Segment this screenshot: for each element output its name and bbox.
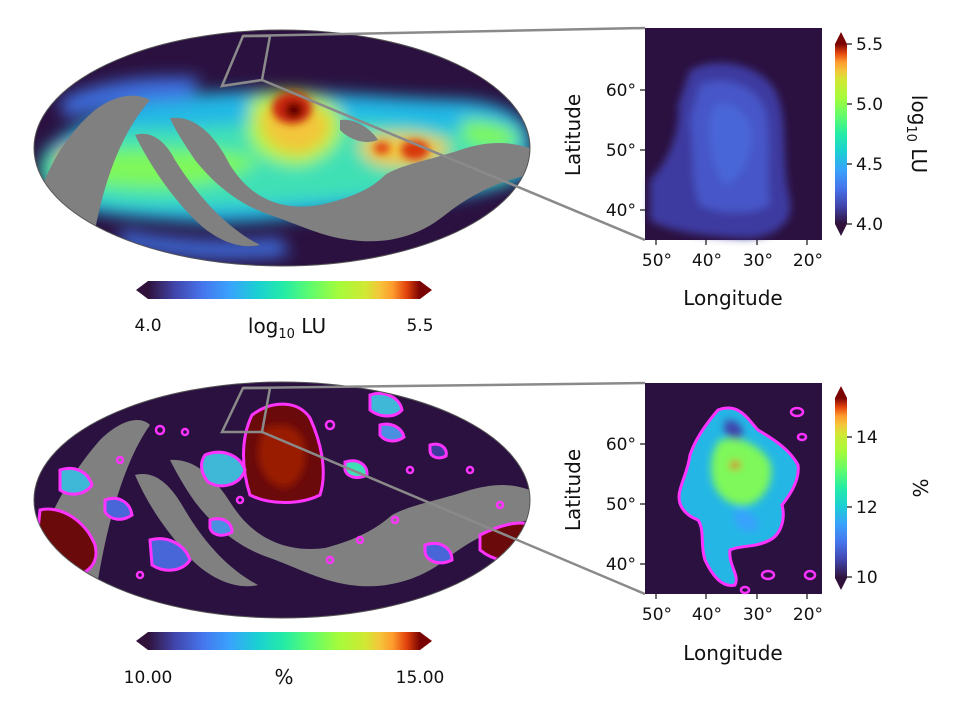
top-zoom-ytick-50: 50° (606, 141, 636, 161)
top-hcb-label: log10 LU (248, 314, 326, 342)
top-sky-map (33, 29, 531, 267)
top-vcb-gradient (835, 44, 847, 224)
top-vcb-tick-4.5: 4.5 (856, 155, 883, 175)
bottom-hcb-tick-max: 15.00 (396, 668, 445, 688)
top-map-outline (33, 29, 531, 267)
top-zoom-emission (650, 62, 791, 239)
bottom-zoom-panel: 60° 50° 40° 50° 40° 30° 20° Longitude La… (561, 383, 823, 665)
top-horizontal-colorbar: 4.0 5.5 log10 LU (134, 281, 434, 342)
bottom-zoom-patch (677, 406, 817, 595)
bottom-hcb-min-extend (136, 632, 148, 650)
bottom-zoom-xtick-50: 50° (642, 605, 672, 625)
bottom-zoom-xtick-40: 40° (692, 605, 722, 625)
bottom-hcb-tick-min: 10.00 (124, 668, 173, 688)
top-hcb-min-extend (136, 281, 148, 299)
bottom-zoom-ylabel: Latitude (561, 449, 585, 531)
bottom-zoom-ticks (640, 443, 808, 599)
bottom-vcb-gradient (835, 398, 847, 578)
top-zoom-xtick-40: 40° (692, 251, 722, 271)
top-zoom-panel: 60° 50° 40° 50° 40° 30° 20° Longitude La… (561, 28, 823, 310)
top-vcb-tick-5.0: 5.0 (856, 95, 883, 115)
top-zoom-ylabel: Latitude (561, 94, 585, 176)
top-hcb-gradient (148, 281, 420, 299)
bottom-vcb-tick-12: 12 (856, 498, 878, 518)
bottom-zoom-xtick-30: 30° (743, 605, 773, 625)
top-vcb-tick-4.0: 4.0 (856, 215, 883, 235)
bottom-map-outline (33, 381, 531, 619)
top-vcb-tick-5.5: 5.5 (856, 35, 883, 55)
bottom-vertical-colorbar: 14 12 10 % (835, 386, 932, 590)
top-vcb-max-extend (835, 32, 847, 44)
bottom-zoom-xlabel: Longitude (683, 641, 782, 665)
top-zoom-ytick-60: 60° (606, 81, 636, 101)
bottom-zoom-xtick-20: 20° (793, 605, 823, 625)
bottom-sky-map (33, 381, 531, 619)
top-hcb-tick-min: 4.0 (134, 316, 161, 336)
bottom-zoom-ytick-60: 60° (606, 435, 636, 455)
top-zoom-xtick-20: 20° (793, 251, 823, 271)
top-zoom-xlabel: Longitude (683, 286, 782, 310)
bottom-map-contour-specks (115, 419, 505, 580)
bottom-vcb-label: % (908, 478, 932, 497)
bottom-vcb-min-extend (835, 578, 847, 590)
top-zoom-xtick-50: 50° (642, 251, 672, 271)
bottom-connector-lines (242, 381, 646, 596)
bottom-vcb-tick-14: 14 (856, 428, 878, 448)
bottom-zoom-ytick-40: 40° (606, 555, 636, 575)
top-vcb-min-extend (835, 224, 847, 236)
bottom-hcb-label: % (274, 665, 293, 689)
top-vcb-label: log10 LU (903, 95, 931, 173)
bottom-zoom-ytick-50: 50° (606, 495, 636, 515)
top-vertical-colorbar: 5.5 5.0 4.5 4.0 log10 LU (835, 32, 931, 236)
top-zoom-ticks (640, 89, 808, 245)
bottom-vcb-tick-10: 10 (856, 568, 878, 588)
top-connector-lines (242, 26, 646, 242)
top-hcb-tick-max: 5.5 (406, 316, 433, 336)
bottom-horizontal-colorbar: 10.00 15.00 % (124, 632, 445, 689)
bottom-hcb-max-extend (420, 632, 432, 650)
top-hcb-max-extend (420, 281, 432, 299)
top-zoom-xtick-30: 30° (743, 251, 773, 271)
bottom-hcb-gradient (148, 632, 420, 650)
top-zoom-ytick-40: 40° (606, 201, 636, 221)
bottom-vcb-max-extend (835, 386, 847, 398)
